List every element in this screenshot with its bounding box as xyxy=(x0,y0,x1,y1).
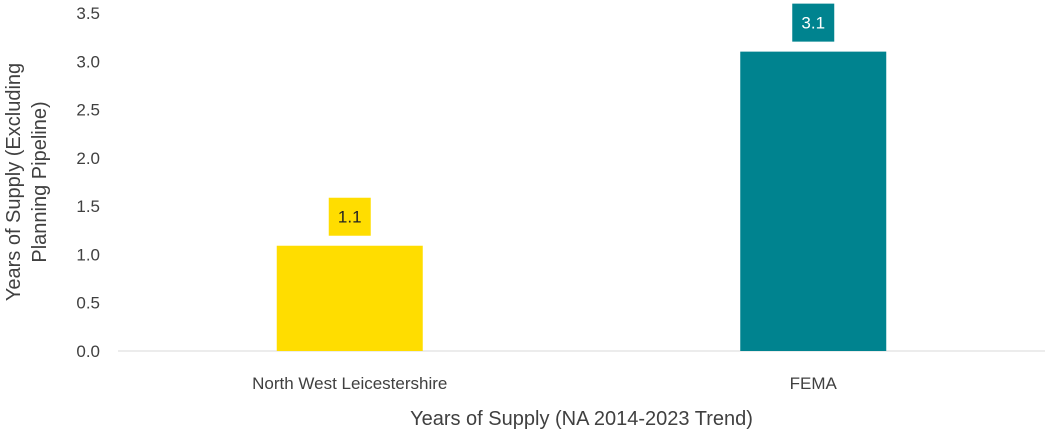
y-tick-label: 0.5 xyxy=(76,294,100,313)
y-axis-ticks: 0.0 0.5 1.0 1.5 2.0 2.5 3.0 3.5 xyxy=(76,4,100,361)
bar xyxy=(276,245,423,351)
y-tick-label: 1.5 xyxy=(76,197,100,216)
y-axis-title: Years of Supply (Excluding Planning Pipel… xyxy=(3,63,51,301)
y-tick-label: 2.5 xyxy=(76,101,100,120)
data-label: 3.1 xyxy=(801,14,825,33)
y-tick-label: 3.5 xyxy=(76,4,100,23)
data-label-box xyxy=(328,197,371,236)
y-axis-title-line: Planning Pipeline) xyxy=(29,101,51,262)
y-tick-label: 1.0 xyxy=(76,245,100,264)
x-category-label: FEMA xyxy=(790,374,838,393)
data-label-box xyxy=(792,3,835,42)
bars: 1.1 3.1 xyxy=(276,3,887,351)
y-axis-title-line: Years of Supply (Excluding xyxy=(3,63,25,301)
y-tick-label: 3.0 xyxy=(76,52,100,71)
x-category-label: North West Leicestershire xyxy=(252,374,447,393)
data-label: 1.1 xyxy=(338,208,362,227)
y-tick-label: 0.0 xyxy=(76,342,100,361)
x-axis-categories: North West Leicestershire FEMA xyxy=(252,374,837,393)
x-axis-title: Years of Supply (NA 2014-2023 Trend) xyxy=(410,408,753,430)
bar xyxy=(740,51,887,351)
y-tick-label: 2.0 xyxy=(76,149,100,168)
